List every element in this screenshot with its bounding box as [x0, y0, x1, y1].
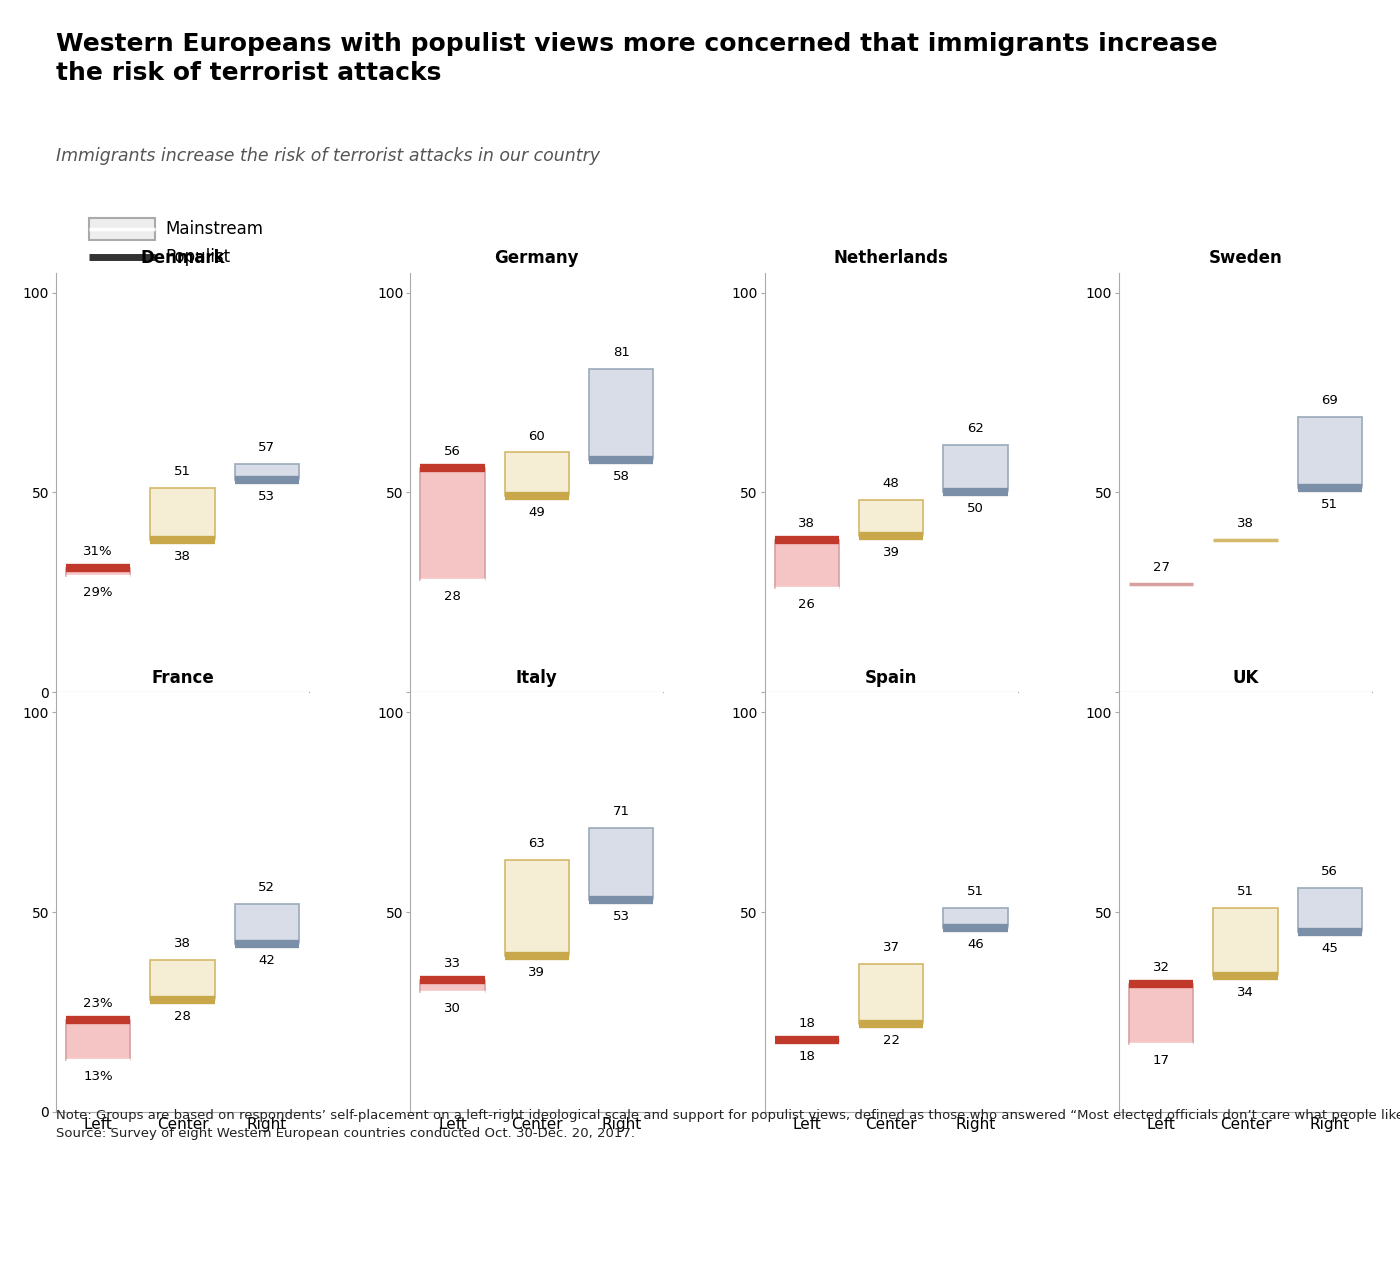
Text: 28: 28 — [444, 591, 461, 604]
Text: 38: 38 — [174, 938, 190, 950]
Text: 56: 56 — [444, 445, 461, 458]
Text: 51: 51 — [967, 885, 984, 898]
FancyBboxPatch shape — [150, 961, 214, 1000]
Text: 53: 53 — [613, 911, 630, 923]
Text: 71: 71 — [613, 806, 630, 819]
Text: 48: 48 — [883, 477, 900, 490]
FancyBboxPatch shape — [860, 500, 923, 536]
Title: UK: UK — [1232, 669, 1259, 687]
Text: 27: 27 — [1152, 561, 1169, 574]
Text: 51: 51 — [1322, 499, 1338, 512]
Text: 49: 49 — [528, 506, 545, 519]
FancyBboxPatch shape — [944, 908, 1008, 929]
Text: 53: 53 — [259, 490, 276, 504]
Text: 62: 62 — [967, 422, 984, 435]
Text: 32: 32 — [1152, 961, 1169, 975]
Title: Sweden: Sweden — [1208, 249, 1282, 267]
Text: 22: 22 — [882, 1033, 900, 1048]
FancyBboxPatch shape — [505, 453, 568, 496]
Title: Denmark: Denmark — [140, 249, 225, 267]
Text: 46: 46 — [967, 938, 984, 952]
Text: 56: 56 — [1322, 865, 1338, 879]
Text: 45: 45 — [1322, 943, 1338, 955]
Text: 51: 51 — [174, 466, 190, 478]
Text: 28: 28 — [174, 1010, 190, 1023]
FancyBboxPatch shape — [589, 368, 654, 460]
Text: 13%: 13% — [84, 1071, 113, 1083]
Text: 42: 42 — [259, 954, 276, 967]
Text: 69: 69 — [1322, 394, 1338, 407]
Text: 38: 38 — [1238, 518, 1254, 531]
Text: 38: 38 — [798, 518, 815, 531]
Text: 34: 34 — [1238, 986, 1254, 999]
Text: 38: 38 — [174, 550, 190, 564]
Text: 57: 57 — [259, 441, 276, 454]
Text: Populist: Populist — [165, 248, 231, 266]
Text: 18: 18 — [798, 1017, 815, 1030]
Text: 33: 33 — [444, 957, 461, 969]
Text: 31%: 31% — [84, 545, 113, 559]
FancyBboxPatch shape — [90, 219, 154, 240]
Title: Netherlands: Netherlands — [834, 249, 949, 267]
FancyBboxPatch shape — [235, 464, 300, 481]
Text: Note: Groups are based on respondents’ self-placement on a left-right ideologica: Note: Groups are based on respondents’ s… — [56, 1109, 1400, 1141]
Text: 17: 17 — [1152, 1054, 1169, 1067]
Text: 39: 39 — [528, 966, 545, 978]
FancyBboxPatch shape — [505, 861, 568, 957]
Text: Immigrants increase the risk of terrorist attacks in our country: Immigrants increase the risk of terroris… — [56, 147, 601, 165]
Text: 58: 58 — [613, 471, 630, 483]
FancyBboxPatch shape — [1214, 908, 1278, 976]
Text: Mainstream: Mainstream — [165, 220, 263, 238]
Text: 37: 37 — [882, 941, 900, 954]
Text: 63: 63 — [528, 838, 545, 851]
Title: Italy: Italy — [517, 669, 557, 687]
Text: Western Europeans with populist views more concerned that immigrants increase
th: Western Europeans with populist views mo… — [56, 32, 1218, 84]
FancyBboxPatch shape — [944, 445, 1008, 492]
FancyBboxPatch shape — [420, 468, 484, 581]
FancyBboxPatch shape — [1298, 417, 1362, 489]
FancyBboxPatch shape — [150, 489, 214, 541]
Text: 23%: 23% — [84, 998, 113, 1010]
Text: 50: 50 — [967, 503, 984, 515]
Text: 60: 60 — [528, 430, 545, 443]
Text: 26: 26 — [798, 599, 815, 611]
Text: 81: 81 — [613, 345, 630, 358]
FancyBboxPatch shape — [235, 904, 300, 944]
Text: 52: 52 — [259, 881, 276, 894]
FancyBboxPatch shape — [66, 568, 130, 577]
Text: 18: 18 — [798, 1050, 815, 1063]
Text: 29%: 29% — [84, 586, 113, 600]
FancyBboxPatch shape — [66, 1021, 130, 1060]
Text: 30: 30 — [444, 1001, 461, 1016]
FancyBboxPatch shape — [1298, 888, 1362, 932]
FancyBboxPatch shape — [1128, 984, 1193, 1044]
FancyBboxPatch shape — [774, 541, 839, 588]
FancyBboxPatch shape — [420, 980, 484, 993]
Text: 51: 51 — [1238, 885, 1254, 898]
Title: Germany: Germany — [494, 249, 580, 267]
Text: 39: 39 — [883, 546, 900, 559]
FancyBboxPatch shape — [589, 829, 654, 900]
Title: France: France — [151, 669, 214, 687]
Title: Spain: Spain — [865, 669, 917, 687]
FancyBboxPatch shape — [860, 964, 923, 1024]
